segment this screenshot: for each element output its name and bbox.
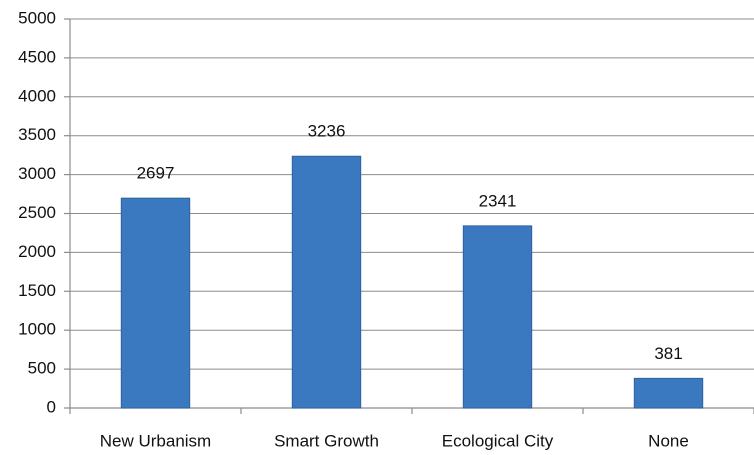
y-tick-label: 2000: [18, 242, 56, 261]
bar: [291, 155, 362, 409]
y-tick-label: 1000: [18, 320, 56, 339]
y-tick-label: 3500: [18, 125, 56, 144]
y-tick-label: 2500: [18, 203, 56, 222]
y-tick-label: 5000: [18, 8, 56, 27]
x-tick-label: None: [648, 431, 689, 450]
x-tick-label: Ecological City: [442, 431, 554, 450]
data-label: 2341: [479, 191, 517, 210]
bar: [462, 225, 533, 409]
data-label: 3236: [308, 122, 346, 141]
data-label: 2697: [137, 164, 175, 183]
data-label: 381: [654, 344, 682, 363]
y-tick-label: 3000: [18, 164, 56, 183]
x-tick-label: New Urbanism: [100, 431, 211, 450]
bar: [633, 377, 704, 409]
bar: [120, 197, 191, 409]
y-tick-label: 4000: [18, 86, 56, 105]
y-tick-label: 1500: [18, 281, 56, 300]
y-tick-label: 4500: [18, 47, 56, 66]
y-tick-label: 500: [28, 359, 56, 378]
y-tick-label: 0: [47, 397, 56, 416]
x-tick-label: Smart Growth: [274, 431, 379, 450]
